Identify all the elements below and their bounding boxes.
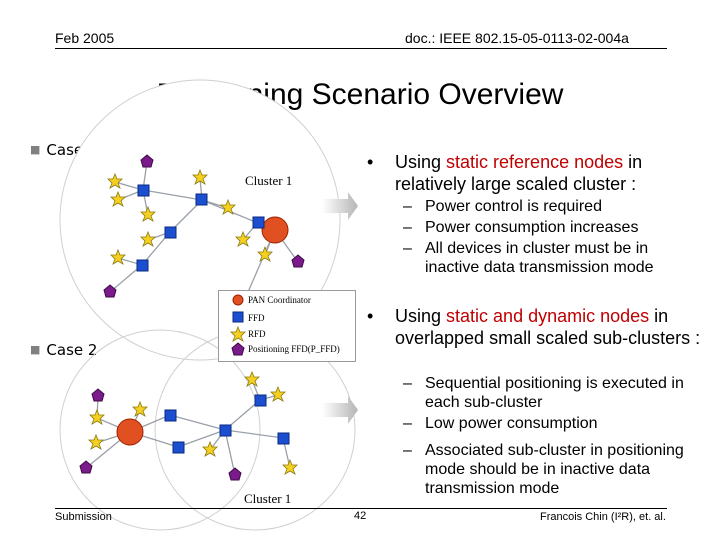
ffd-node (277, 432, 290, 445)
case2-label: ■ Case 2 (30, 341, 98, 359)
ffd-node (254, 394, 267, 407)
rfd-node (257, 245, 273, 262)
pan-coordinator-node (116, 418, 144, 446)
positioning-ffd-node (228, 467, 242, 481)
case2-subcluster-left (59, 329, 261, 531)
rfd-node (270, 385, 286, 402)
case1-arrow (322, 192, 358, 220)
case1-sub-1: – Power control is required (403, 198, 602, 215)
rfd-node (220, 198, 236, 215)
legend-symbols (230, 294, 246, 356)
ffd-node (136, 259, 149, 272)
bullet-dot-icon: • (367, 306, 374, 326)
case2-bullet: • Using static and dynamic nodes in over… (367, 306, 701, 348)
legend-pffd-icon (231, 342, 245, 356)
legend-rfd-icon (230, 325, 246, 342)
pan-coordinator-node (261, 216, 289, 244)
legend-positioning-ffd: Positioning FFD(P_FFD) (248, 344, 340, 354)
rfd-node (202, 440, 218, 457)
legend-pan-coordinator-icon (232, 294, 244, 306)
case1-sub-2: – Power consumption increases (403, 219, 639, 236)
positioning-ffd-node (79, 460, 93, 474)
ffd-node (252, 216, 265, 229)
case1-nodes (103, 154, 305, 321)
positioning-ffd-node (103, 284, 117, 298)
rfd-node (88, 433, 104, 450)
ffd-node (164, 409, 177, 422)
legend-ffd-icon (232, 311, 244, 323)
footer-author: Francois Chin (I²R), et. al. (540, 511, 666, 523)
footer-page-number: 42 (354, 510, 367, 522)
ffd-node (164, 226, 177, 239)
ffd-node (195, 193, 208, 206)
case2-arrow (322, 396, 358, 424)
rfd-node (282, 458, 298, 475)
rfd-node (107, 172, 123, 189)
case2-cluster-label: Cluster 1 (244, 491, 292, 506)
rfd-node (110, 190, 126, 207)
case2-nodes (79, 370, 298, 481)
rfd-node (244, 370, 260, 387)
footer-divider (55, 508, 667, 509)
ffd-node (219, 424, 232, 437)
footer-submission: Submission (55, 511, 112, 523)
positioning-ffd-node (140, 154, 154, 168)
legend-ffd: FFD (248, 313, 265, 323)
ffd-node (172, 441, 185, 454)
header-date: Feb 2005 (55, 30, 115, 46)
case2-sub-2: – Low power consumption (403, 415, 598, 432)
case2-sub-3: – Associated sub-cluster in positioning m… (403, 442, 684, 497)
case2-sub-1: – Sequential positioning is executed in e… (403, 375, 684, 411)
rfd-node (140, 205, 156, 222)
ffd-node (137, 184, 150, 197)
rfd-node (192, 168, 208, 185)
header-divider (55, 48, 667, 49)
case1-bullet: • Using static reference nodes in relati… (367, 152, 643, 194)
legend-rfd: RFD (248, 329, 266, 339)
case2-links (85, 379, 291, 476)
legend-pan-coordinator: PAN Coordinator (248, 295, 311, 305)
rfd-node (110, 248, 126, 265)
positioning-ffd-node (91, 388, 105, 402)
rfd-node (89, 408, 105, 425)
case1-cluster-label: Cluster 1 (245, 173, 293, 188)
rfd-node (140, 230, 156, 247)
header-doc-id: doc.: IEEE 802.15-05-0113-02-004a (405, 30, 629, 46)
rfd-node (235, 230, 251, 247)
case1-sub-3: – All devices in cluster must be in inact… (403, 240, 654, 276)
rfd-node (132, 400, 148, 417)
positioning-ffd-node (291, 254, 305, 268)
bullet-dot-icon: • (367, 152, 374, 172)
